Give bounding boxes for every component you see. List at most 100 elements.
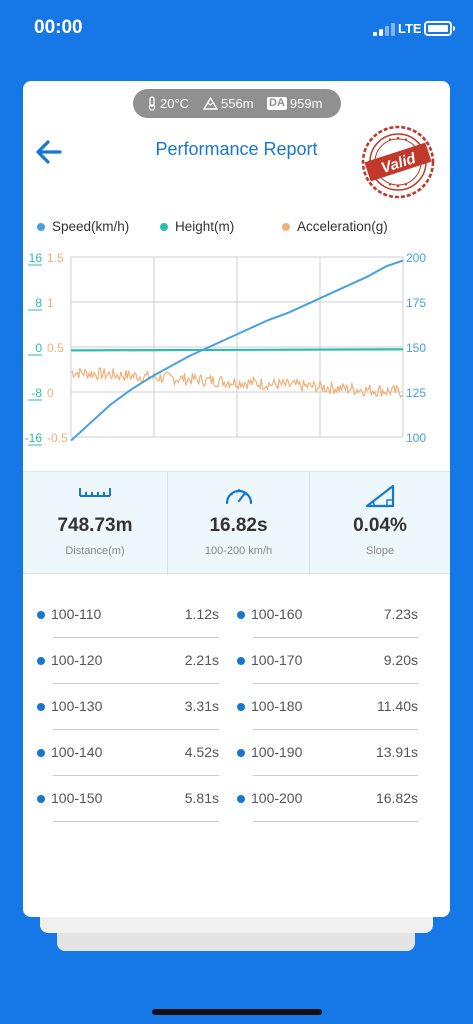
tick-label-height: 0 (35, 341, 42, 355)
split-label: 100-120 (51, 652, 103, 668)
split-value: 13.91s (375, 744, 418, 760)
thermometer-icon (148, 96, 156, 111)
arrow-left-icon (36, 140, 62, 164)
split-value: 7.23s (383, 606, 418, 622)
tick-label-speed: 150 (406, 341, 426, 355)
density-altitude-item: DA 959m (267, 96, 322, 111)
legend-acceleration: Acceleration(g) (282, 219, 388, 234)
split-divider (253, 775, 418, 776)
tick-label-speed: 200 (406, 251, 426, 265)
tick-label-speed: 100 (406, 431, 426, 445)
stat-time-value: 16.82s (209, 515, 268, 536)
split-dot (37, 795, 45, 803)
split-value: 5.81s (184, 790, 219, 806)
split-label: 100-160 (251, 606, 303, 622)
tick-label-height: -8 (31, 386, 42, 400)
temperature-value: 20°C (160, 96, 190, 111)
mountain-icon (203, 97, 218, 110)
tick-label-acceleration: 1.5 (47, 251, 64, 265)
split-dot (237, 795, 245, 803)
network-label: LTE (398, 21, 422, 36)
stat-slope: 0.04% Slope (309, 472, 450, 575)
split-row: 100-180 11.40s (237, 697, 418, 719)
stat-slope-label: Slope (365, 545, 395, 557)
stamp-text: Valid (379, 150, 419, 177)
series-height-line (70, 348, 404, 352)
split-label: 100-130 (51, 698, 103, 714)
da-badge: DA (267, 97, 287, 110)
status-time: 00:00 (34, 17, 83, 38)
split-divider (253, 683, 418, 684)
split-row: 100-200 16.82s (237, 789, 418, 811)
stat-distance-value: 748.73m (57, 515, 133, 536)
back-button[interactable] (33, 136, 65, 168)
home-indicator[interactable] (152, 1009, 322, 1015)
split-row: 100-190 13.91s (237, 743, 418, 765)
legend-speed: Speed(km/h) (37, 219, 129, 234)
altitude-item: 556m (203, 96, 254, 111)
legend-height-label: Height(m) (175, 219, 235, 234)
tick-label-height: 8 (35, 296, 42, 310)
split-value: 1.12s (184, 606, 219, 622)
tick-label-speed: 175 (406, 296, 426, 310)
signal-icon (373, 22, 395, 36)
stat-distance-label: Distance(m) (65, 545, 125, 557)
tick-label-acceleration: 1 (47, 296, 54, 310)
slope-icon (365, 484, 395, 508)
split-divider (253, 729, 418, 730)
performance-chart: 16 8 0 -8 -16 1.5 1 0.5 0 -0.5 200 175 150 125 100 (25, 251, 426, 446)
split-value: 16.82s (375, 790, 418, 806)
split-label: 100-110 (51, 606, 102, 622)
tick-label-acceleration: 0 (47, 386, 54, 400)
split-value: 4.52s (184, 744, 219, 760)
tick-label-speed: 125 (406, 386, 426, 400)
legend-speed-dot (37, 222, 45, 231)
split-divider (53, 637, 219, 638)
stat-distance: 748.73m Distance(m) (23, 472, 167, 575)
stats-panel: 748.73m Distance(m) 16.82s 100-200 km/h … (23, 471, 450, 575)
split-row: 100-140 4.52s (37, 743, 219, 765)
split-dot (237, 657, 245, 665)
status-bar: 00:00 LTE (0, 0, 473, 60)
speedometer-icon (225, 489, 252, 505)
split-divider (53, 775, 219, 776)
altitude-value: 556m (221, 96, 254, 111)
split-divider (253, 821, 418, 822)
split-label: 100-200 (251, 790, 303, 806)
report-card: 20°C 556m DA 959m Performance Report Val… (23, 81, 450, 917)
split-dot (37, 657, 45, 665)
split-dot (237, 611, 245, 619)
split-value: 11.40s (377, 698, 418, 714)
tick-label-height: 16 (29, 251, 43, 265)
legend-acceleration-dot (282, 222, 290, 231)
ruler-icon (79, 488, 111, 497)
split-row: 100-110 1.12s (37, 605, 219, 627)
split-dot (37, 749, 45, 757)
tick-label-height: -16 (25, 431, 43, 445)
legend-height-dot (160, 222, 168, 231)
split-dot (237, 749, 245, 757)
split-row: 100-160 7.23s (237, 605, 418, 627)
split-dot (37, 611, 45, 619)
split-row: 100-120 2.21s (37, 651, 219, 673)
split-value: 9.20s (383, 652, 418, 668)
density-altitude-value: 959m (289, 96, 323, 111)
split-row: 100-130 3.31s (37, 697, 219, 719)
stat-time-label: 100-200 km/h (204, 545, 273, 557)
legend-acceleration-label: Acceleration(g) (297, 219, 388, 234)
valid-stamp-icon: Valid (361, 125, 435, 199)
tick-label-acceleration: 0.5 (47, 341, 64, 355)
split-dot (237, 703, 245, 711)
split-label: 100-180 (251, 698, 303, 714)
split-label: 100-170 (251, 652, 303, 668)
split-label: 100-140 (51, 744, 103, 760)
environment-pill: 20°C 556m DA 959m (133, 89, 341, 118)
split-value: 2.21s (184, 652, 219, 668)
split-label: 100-190 (251, 744, 303, 760)
stat-slope-value: 0.04% (353, 515, 407, 536)
split-row: 100-150 5.81s (37, 789, 219, 811)
series-speed-line (70, 259, 404, 442)
split-label: 100-150 (51, 790, 103, 806)
battery-icon (424, 21, 455, 36)
split-value: 3.31s (184, 698, 219, 714)
